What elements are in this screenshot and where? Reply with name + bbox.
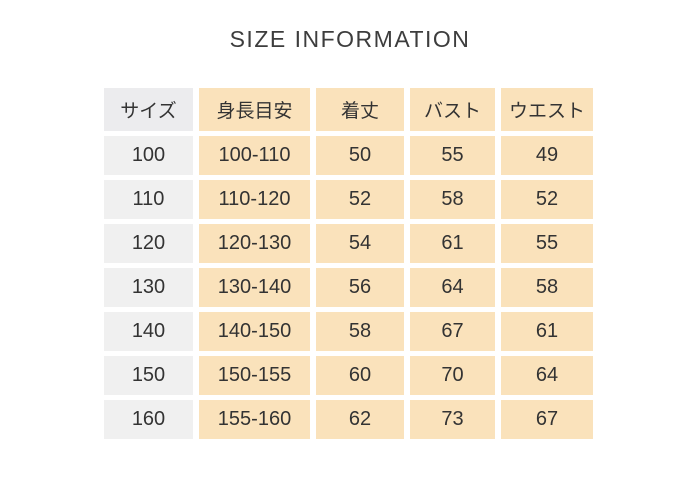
table-cell: 58 bbox=[501, 268, 593, 307]
table-cell: 67 bbox=[501, 400, 593, 439]
header-cell: 身長目安 bbox=[199, 88, 310, 131]
table-cell: 60 bbox=[316, 356, 404, 395]
table-cell: 52 bbox=[316, 180, 404, 219]
table-cell: 130 bbox=[104, 268, 193, 307]
table-cell: 64 bbox=[501, 356, 593, 395]
table-cell: 64 bbox=[410, 268, 495, 307]
table-cell: 55 bbox=[410, 136, 495, 175]
table-cell: 150-155 bbox=[199, 356, 310, 395]
table-cell: 67 bbox=[410, 312, 495, 351]
table-cell: 140-150 bbox=[199, 312, 310, 351]
table-cell: 120 bbox=[104, 224, 193, 263]
table-cell: 73 bbox=[410, 400, 495, 439]
page-title: SIZE INFORMATION bbox=[229, 26, 471, 52]
table-cell: 62 bbox=[316, 400, 404, 439]
table-cell: 61 bbox=[501, 312, 593, 351]
table-cell: 130-140 bbox=[199, 268, 310, 307]
table-cell: 110-120 bbox=[199, 180, 310, 219]
table-cell: 150 bbox=[104, 356, 193, 395]
header-cell: サイズ bbox=[104, 88, 193, 131]
table-cell: 49 bbox=[501, 136, 593, 175]
header-cell: バスト bbox=[410, 88, 495, 131]
table-cell: 120-130 bbox=[199, 224, 310, 263]
table-cell: 58 bbox=[410, 180, 495, 219]
header-cell: 着丈 bbox=[316, 88, 404, 131]
table-cell: 50 bbox=[316, 136, 404, 175]
table-cell: 155-160 bbox=[199, 400, 310, 439]
table-cell: 100-110 bbox=[199, 136, 310, 175]
table-cell: 52 bbox=[501, 180, 593, 219]
table-cell: 56 bbox=[316, 268, 404, 307]
header-cell: ウエスト bbox=[501, 88, 593, 131]
table-cell: 61 bbox=[410, 224, 495, 263]
table-cell: 110 bbox=[104, 180, 193, 219]
table-cell: 70 bbox=[410, 356, 495, 395]
table-cell: 140 bbox=[104, 312, 193, 351]
size-information-table: サイズ 身長目安 着丈 バスト ウエスト 100 100-110 50 55 49 110 110-1… bbox=[104, 88, 593, 439]
table-cell: 58 bbox=[316, 312, 404, 351]
table-cell: 54 bbox=[316, 224, 404, 263]
table-cell: 100 bbox=[104, 136, 193, 175]
table-cell: 55 bbox=[501, 224, 593, 263]
table-cell: 160 bbox=[104, 400, 193, 439]
